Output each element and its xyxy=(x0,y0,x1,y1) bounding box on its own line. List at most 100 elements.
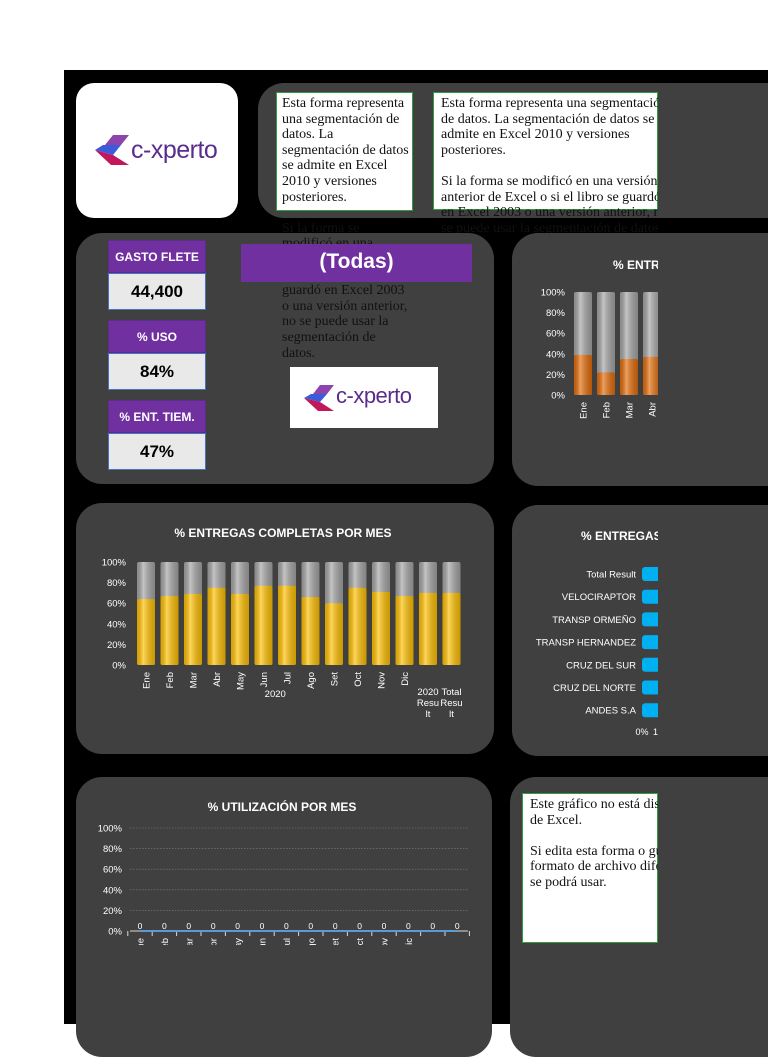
bar-shine xyxy=(597,292,615,395)
chart-title: % ENTREGAS COMPLETAS POR MES xyxy=(174,526,391,540)
bar-shine xyxy=(160,562,179,665)
y-tick-label: ANDES S.A xyxy=(585,706,636,717)
data-label: 0 xyxy=(138,921,143,931)
x-tick-label: Dic xyxy=(404,938,415,952)
y-tick-label: CRUZ DEL NORTE xyxy=(553,683,636,694)
bar-shine xyxy=(395,562,414,665)
bar xyxy=(642,680,658,695)
bar-shine xyxy=(301,562,320,665)
data-label: 0 xyxy=(260,921,265,931)
x-tick-label: Oct xyxy=(353,672,364,687)
note-text: Esta forma representa una segmentación d… xyxy=(441,96,658,158)
data-label: 0 xyxy=(406,921,411,931)
bar-shine xyxy=(442,562,461,665)
x-tick-label: 2020 Result xyxy=(416,687,440,720)
y-tick-label: 60% xyxy=(107,599,127,610)
kpi-value: 84% xyxy=(108,353,206,390)
x-tick-label: Nov xyxy=(377,672,388,689)
kpi-label: GASTO FLETE xyxy=(108,240,206,273)
data-label: 0 xyxy=(308,921,313,931)
data-label: 0 xyxy=(235,921,240,931)
x-tick-label: Abr xyxy=(648,402,659,417)
chart: % ENTR 0% 20% 40% 60% 80% 100% Ene Feb Mar Abr xyxy=(541,258,660,419)
chart-panel xyxy=(512,233,768,486)
logo-mark xyxy=(95,135,129,165)
x-tick-label: Jul xyxy=(283,672,294,684)
data-label: 0 xyxy=(455,921,460,931)
y-tick-label: 80% xyxy=(107,578,127,589)
y-tick-label: Total Result xyxy=(586,570,636,581)
x-tick-label: Feb xyxy=(165,672,176,688)
x-tick-label: Dic xyxy=(400,672,411,686)
chart: % UTILIZACIÓN POR MES 0% 20% 40% 60% 80% 100% E… xyxy=(98,799,470,956)
note-text: Si la forma se modificó en una versión a… xyxy=(441,173,658,233)
bar xyxy=(642,657,658,672)
data-label: 0 xyxy=(333,921,338,931)
note-clip: Este gráfico no está disponible en su ve… xyxy=(522,793,658,943)
y-tick-label: 20% xyxy=(103,906,123,917)
note-box xyxy=(433,92,658,210)
x-tick-label: Total Result xyxy=(440,687,463,720)
y-tick-label: 40% xyxy=(103,885,123,896)
x-tick-label: May xyxy=(236,672,247,690)
slicer-note: Esta forma representa una segmentación d… xyxy=(441,96,658,233)
data-label: 0 xyxy=(430,921,435,931)
y-tick-label: 40% xyxy=(107,619,127,630)
x-tick-label: 10% xyxy=(653,727,671,737)
kpi-label: % USO xyxy=(108,320,206,353)
y-tick-label: TRANSP HERNANDEZ xyxy=(536,638,636,649)
y-tick-label: 100% xyxy=(541,288,566,299)
label-group: Ene Feb Mar Abr May Jun Jul Ago Set Oct Nov Dic xyxy=(136,938,415,956)
chart-panel xyxy=(512,505,768,756)
bar-shine xyxy=(574,292,592,395)
x-tick-label: Feb xyxy=(160,938,171,954)
x-tick-label: Set xyxy=(330,672,341,687)
data-label: 0 xyxy=(186,921,191,931)
y-tick-label: 0% xyxy=(108,927,122,938)
x-tick-label: Jun xyxy=(259,672,270,687)
bar-shine xyxy=(419,562,437,665)
note-box xyxy=(522,793,658,943)
chart-title: % ENTREGAS xyxy=(581,529,662,543)
y-tick-label: VELOCIRAPTOR xyxy=(562,592,636,603)
x-tick-label: Jun xyxy=(258,938,269,953)
data-label: 0 xyxy=(211,921,216,931)
chart-title: % ENTR xyxy=(613,258,660,272)
x-tick-label: Ene xyxy=(142,672,153,689)
chart: % ENTREGAS 0% 10% 20% Total Result VELOCIRAPT… xyxy=(536,529,671,737)
bar-shine xyxy=(231,562,249,665)
y-tick-label: 100% xyxy=(98,824,123,835)
data-label: 0 xyxy=(357,921,362,931)
logo-card: c-xperto xyxy=(76,83,238,218)
bar-shine xyxy=(137,562,155,665)
x-tick-label: Oct xyxy=(355,938,366,953)
y-tick-label: 80% xyxy=(103,844,123,855)
page: c-xperto Esta forma representa una segme… xyxy=(64,70,768,1057)
y-tick-label: 0% xyxy=(112,661,126,672)
bar-shine xyxy=(348,562,367,665)
bar-shine xyxy=(278,562,296,665)
bar-shine xyxy=(620,292,638,395)
bar-shine xyxy=(184,562,202,665)
y-tick-label: 20% xyxy=(546,370,566,381)
note-text: Este gráfico no está disponible en su ve… xyxy=(530,797,658,828)
x-tick-label: 0% xyxy=(635,727,648,737)
y-tick-label: CRUZ DEL SUR xyxy=(566,660,636,671)
bar-shine xyxy=(254,562,273,665)
slicer-button[interactable]: (Todas) xyxy=(241,244,472,282)
x-group-label: 2020 xyxy=(265,689,286,700)
x-tick-label: Set xyxy=(331,938,342,953)
x-tick-label: May xyxy=(233,938,244,956)
bar-shine xyxy=(207,562,226,665)
bar xyxy=(642,589,658,604)
x-tick-label: Ago xyxy=(306,672,317,689)
logo-text: c-xperto xyxy=(131,136,218,164)
x-tick-label: Abr xyxy=(212,672,223,687)
y-tick-label: 100% xyxy=(102,558,127,569)
kpi-value: 47% xyxy=(108,433,206,470)
bar-shine xyxy=(325,562,343,665)
chart: % ENTREGAS COMPLETAS POR MES 0% 20% 40% 60% 8… xyxy=(102,526,461,700)
x-tick-label: Nov xyxy=(380,938,391,955)
y-tick-label: 80% xyxy=(546,308,566,319)
